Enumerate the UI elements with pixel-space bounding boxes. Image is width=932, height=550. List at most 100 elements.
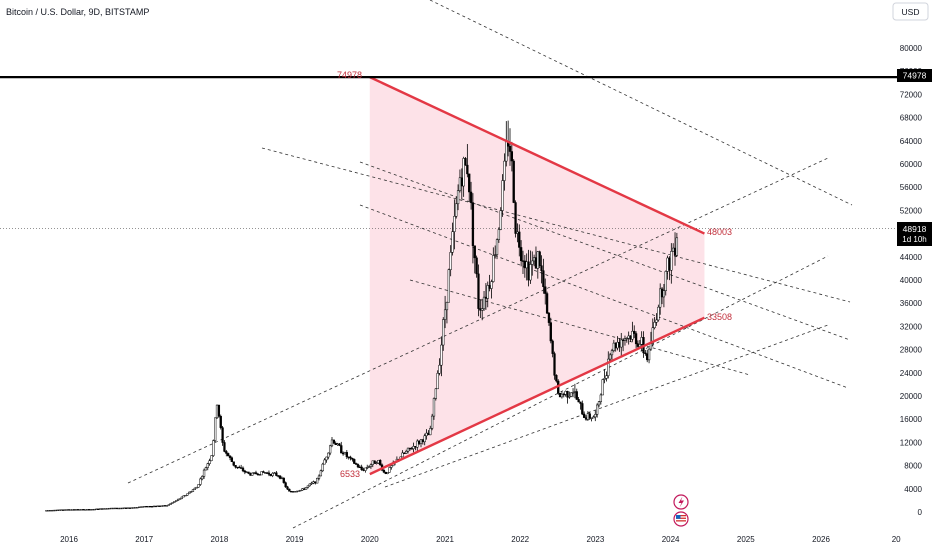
candle-body-55 bbox=[147, 505, 150, 508]
candle-body-268 bbox=[542, 270, 545, 288]
candle-body-201 bbox=[417, 440, 421, 444]
candle-body-204 bbox=[423, 435, 426, 443]
candle-body-153 bbox=[328, 445, 332, 454]
candle-body-231 bbox=[473, 245, 476, 259]
candle-body-203 bbox=[421, 439, 425, 443]
candle-body-114 bbox=[256, 473, 259, 475]
candle-body-56 bbox=[149, 505, 152, 508]
candle-body-206 bbox=[427, 432, 430, 436]
candle-body-307 bbox=[614, 342, 617, 349]
candle-body-309 bbox=[618, 341, 621, 348]
candle-body-37 bbox=[113, 507, 117, 510]
candle-body-253 bbox=[514, 202, 517, 234]
candle-body-24 bbox=[89, 509, 93, 511]
candle-body-312 bbox=[623, 338, 627, 341]
candle-body-273 bbox=[551, 340, 554, 354]
y-tick-label: 40000 bbox=[900, 276, 923, 285]
y-tick-label: 32000 bbox=[900, 322, 923, 331]
candle-body-185 bbox=[388, 467, 391, 473]
candle-body-323 bbox=[644, 352, 647, 354]
candle-body-11 bbox=[65, 509, 68, 511]
candle-body-149 bbox=[321, 463, 324, 472]
candle-body-32 bbox=[104, 508, 107, 510]
candle-body-19 bbox=[80, 509, 83, 511]
candle-body-23 bbox=[87, 509, 91, 511]
candle-body-48 bbox=[134, 507, 137, 509]
candle-body-230 bbox=[471, 202, 475, 247]
candle-body-34 bbox=[108, 507, 111, 510]
candle-body-17 bbox=[76, 509, 80, 511]
candle-body-74 bbox=[182, 495, 185, 498]
candle-body-303 bbox=[607, 358, 610, 376]
candle-body-277 bbox=[558, 393, 562, 398]
candle-body-314 bbox=[627, 335, 630, 339]
candle-body-261 bbox=[529, 264, 532, 281]
candle-body-126 bbox=[278, 475, 282, 479]
candle-body-119 bbox=[265, 472, 269, 474]
candle-body-110 bbox=[249, 473, 252, 476]
candle-body-217 bbox=[447, 269, 450, 303]
currency-button[interactable]: USD bbox=[892, 2, 929, 21]
candle-body-294 bbox=[590, 417, 593, 420]
x-tick-label: 2016 bbox=[60, 535, 78, 544]
candle-body-255 bbox=[518, 231, 521, 248]
candle-body-289 bbox=[581, 403, 584, 415]
candle-body-16 bbox=[74, 509, 78, 511]
candle-body-248 bbox=[505, 141, 508, 162]
candle-body-213 bbox=[440, 344, 443, 366]
candle-body-57 bbox=[150, 506, 154, 508]
candle-body-72 bbox=[178, 498, 182, 500]
candle-body-30 bbox=[100, 508, 104, 510]
candle-body-0 bbox=[45, 510, 48, 512]
candle-body-135 bbox=[295, 491, 298, 493]
candle-body-47 bbox=[132, 507, 135, 509]
candle-body-246 bbox=[501, 180, 504, 211]
candle-body-212 bbox=[438, 364, 441, 374]
candle-body-162 bbox=[345, 452, 348, 458]
y-tick-label: 68000 bbox=[900, 114, 923, 123]
candle-body-94 bbox=[219, 415, 222, 428]
candle-body-240 bbox=[490, 281, 493, 289]
us-flag-icon[interactable] bbox=[673, 511, 689, 527]
candle-body-183 bbox=[384, 471, 387, 474]
candle-body-60 bbox=[156, 505, 159, 507]
candle-body-222 bbox=[456, 190, 460, 205]
candle-body-43 bbox=[125, 507, 128, 509]
candle-body-274 bbox=[553, 353, 556, 376]
candle-body-7 bbox=[58, 509, 61, 511]
candle-body-142 bbox=[308, 483, 311, 487]
symbol-title: Bitcoin / U.S. Dollar, 9D, BITSTAMP bbox=[6, 7, 149, 17]
channel-line-4 bbox=[359, 161, 851, 341]
candle-body-129 bbox=[284, 482, 287, 488]
candle-body-186 bbox=[390, 465, 393, 468]
candle-body-87 bbox=[206, 463, 209, 468]
candle-body-218 bbox=[449, 252, 452, 270]
y-tick-label: 20000 bbox=[900, 392, 923, 401]
candle-body-172 bbox=[364, 467, 367, 471]
lightning-icon[interactable] bbox=[673, 494, 689, 510]
y-axis[interactable]: 8000076000720006800064000600005600052000… bbox=[900, 44, 923, 517]
candle-body-220 bbox=[453, 216, 456, 232]
candle-body-332 bbox=[660, 288, 664, 298]
candle-body-224 bbox=[460, 177, 463, 187]
candle-body-70 bbox=[175, 500, 178, 502]
candle-body-252 bbox=[512, 160, 515, 203]
candle-body-38 bbox=[115, 507, 119, 510]
candle-body-316 bbox=[631, 330, 634, 340]
candle-body-136 bbox=[297, 490, 300, 492]
candle-body-301 bbox=[603, 378, 606, 380]
candle-body-330 bbox=[657, 306, 660, 321]
candle-body-63 bbox=[162, 505, 165, 507]
candle-body-299 bbox=[599, 394, 603, 402]
y-tick-label: 64000 bbox=[900, 137, 923, 146]
candle-body-46 bbox=[130, 507, 133, 509]
x-tick-label: 2025 bbox=[737, 535, 755, 544]
candle-body-98 bbox=[227, 453, 230, 457]
x-axis[interactable]: 2016 2017 2018 2019 2020 2021 2022 2023 2024 2025… bbox=[60, 535, 901, 544]
candle-body-260 bbox=[527, 261, 530, 281]
candle-body-31 bbox=[102, 508, 106, 510]
candle-body-165 bbox=[351, 458, 354, 460]
candle-body-238 bbox=[486, 285, 489, 299]
candle-body-225 bbox=[462, 158, 465, 187]
